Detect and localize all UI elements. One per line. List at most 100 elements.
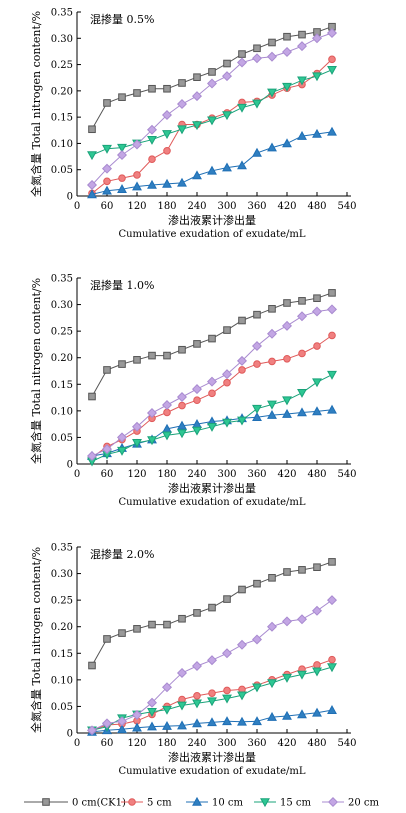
data-point <box>147 179 157 189</box>
data-point <box>222 694 232 704</box>
data-point <box>327 370 337 380</box>
data-point <box>298 566 306 574</box>
data-point <box>118 174 126 182</box>
data-point <box>88 392 96 401</box>
data-point <box>176 667 188 678</box>
data-point <box>297 709 307 719</box>
data-point <box>222 418 232 428</box>
data-point <box>222 111 232 121</box>
data-point <box>326 595 338 606</box>
panel-title: 混掺量 0.5% <box>90 12 154 26</box>
data-point <box>161 400 173 411</box>
data-point <box>103 99 111 107</box>
series-3 <box>87 404 337 460</box>
data-point <box>148 155 156 163</box>
data-point <box>297 130 307 140</box>
x-tick-label: 240 <box>187 201 206 212</box>
data-point <box>296 614 308 625</box>
data-point <box>176 98 188 110</box>
data-point <box>148 84 156 93</box>
data-point <box>131 139 143 150</box>
data-point <box>268 357 276 366</box>
series-5 <box>86 304 338 462</box>
legend-marker <box>260 798 270 808</box>
data-point <box>147 721 157 731</box>
y-tick-label: 0.10 <box>51 406 73 417</box>
data-point <box>252 716 262 726</box>
data-point <box>177 701 187 711</box>
data-point <box>297 388 307 398</box>
data-point <box>193 340 201 348</box>
series-5 <box>86 28 338 190</box>
x-axis-label: 渗出液累计渗出量 <box>168 750 256 764</box>
data-point <box>297 670 307 680</box>
data-point <box>281 616 293 627</box>
data-point <box>208 603 216 612</box>
x-tick-label: 240 <box>187 738 206 749</box>
legend-marker <box>128 798 136 806</box>
x-tick-label: 0 <box>74 201 80 212</box>
data-point <box>282 138 292 148</box>
data-point <box>192 718 202 728</box>
x-tick-label: 0 <box>74 738 80 749</box>
data-point <box>178 345 186 354</box>
legend-label: 15 cm <box>280 798 312 809</box>
x-tick-label: 300 <box>217 201 236 212</box>
data-point <box>281 320 293 331</box>
data-point <box>237 691 247 701</box>
series-1 <box>88 289 336 401</box>
data-point <box>177 125 187 135</box>
y-tick-label: 0.25 <box>51 596 73 607</box>
data-point <box>236 639 248 650</box>
y-tick-label: 0 <box>67 460 73 471</box>
data-point <box>118 93 126 101</box>
series-1 <box>88 558 336 670</box>
y-tick-label: 0.20 <box>51 86 73 97</box>
x-tick-label: 420 <box>277 469 296 480</box>
x-tick-label: 540 <box>337 738 356 749</box>
data-point <box>297 76 307 86</box>
y-tick-label: 0.10 <box>51 675 73 686</box>
data-point <box>221 648 233 659</box>
legend-item: 5 cm <box>121 798 172 809</box>
data-point <box>162 705 172 715</box>
data-point <box>281 46 293 57</box>
x-tick-label: 180 <box>157 469 176 480</box>
data-point <box>132 181 142 191</box>
data-point <box>133 625 141 633</box>
data-point <box>223 59 231 68</box>
panel-title: 混掺量 1.0% <box>90 278 154 292</box>
data-point <box>237 103 247 113</box>
y-tick-label: 0.15 <box>51 113 73 124</box>
data-point <box>117 446 127 456</box>
data-point <box>282 710 292 720</box>
data-point <box>311 605 323 616</box>
data-point <box>252 99 262 109</box>
data-point <box>221 369 233 380</box>
data-point <box>207 697 217 707</box>
y-tick-label: 0 <box>67 729 73 740</box>
data-point <box>283 354 291 363</box>
data-point <box>178 401 186 410</box>
data-point <box>191 384 203 395</box>
data-point <box>253 579 261 588</box>
data-point <box>266 621 278 632</box>
y-tick-label: 0.10 <box>51 139 73 150</box>
data-point <box>298 297 306 305</box>
data-point <box>282 396 292 406</box>
data-point <box>222 716 232 726</box>
data-point <box>148 620 156 629</box>
data-point <box>238 316 246 325</box>
legend-label: 5 cm <box>147 798 172 809</box>
data-point <box>208 334 216 343</box>
data-point <box>192 170 202 180</box>
data-point <box>253 44 261 53</box>
legend-item: 15 cm <box>254 798 312 809</box>
data-point <box>251 341 263 352</box>
data-point <box>252 147 262 157</box>
data-point <box>283 32 291 41</box>
x-axis-label-en: Cumulative exudation of exudate/mL <box>118 766 305 777</box>
data-point <box>268 305 276 313</box>
data-point <box>208 689 216 697</box>
data-point <box>117 184 127 193</box>
